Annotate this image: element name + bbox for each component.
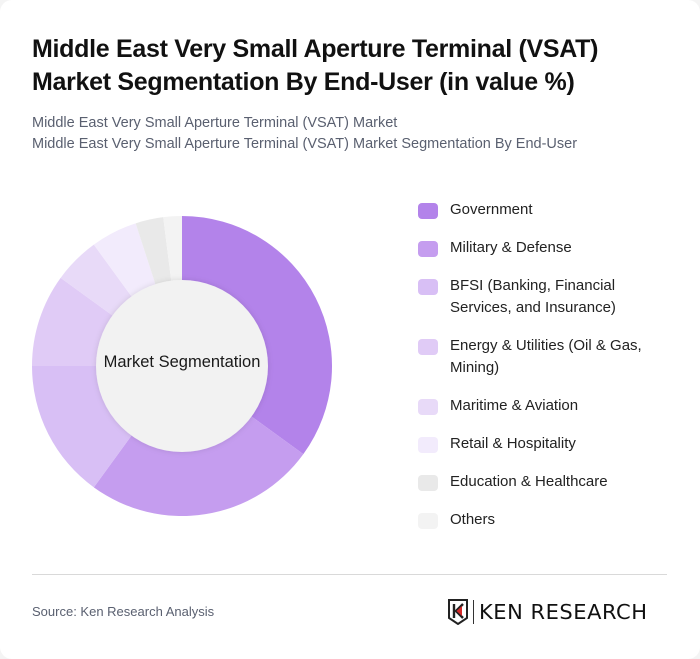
donut-chart-svg — [32, 216, 332, 516]
legend-label: Maritime & Aviation — [450, 397, 579, 414]
legend-label: Energy & Utilities (Oil & Gas, Mining) — [450, 337, 642, 376]
legend-item-others[interactable]: Others — [418, 509, 678, 531]
legend-swatch — [418, 475, 438, 491]
legend-item-energy-utilities[interactable]: Energy & Utilities (Oil & Gas, Mining) — [418, 335, 678, 379]
subtitle-line-1: Middle East Very Small Aperture Terminal… — [32, 115, 398, 131]
legend-label: BFSI (Banking, Financial Services, and I… — [450, 277, 616, 316]
ken-research-shield-icon — [448, 599, 468, 625]
donut-slice-others[interactable] — [163, 216, 182, 283]
donut-slice-energy-utilities-oil-gas-mining[interactable] — [32, 277, 115, 366]
title-line-2: Market Segmentation By End-User (in valu… — [32, 68, 575, 96]
ken-research-logo: KEN RESEARCH — [447, 597, 647, 627]
center-label: Market Segmentation — [103, 353, 261, 371]
legend-swatch — [418, 339, 438, 355]
legend-swatch — [418, 241, 438, 257]
legend-item-maritime-aviation[interactable]: Maritime & Aviation — [418, 395, 678, 417]
legend-label: Military & Defense — [450, 239, 572, 256]
logo-text: KEN RESEARCH — [479, 600, 648, 624]
donut-slice-government[interactable] — [182, 216, 332, 455]
donut-slice-bfsi-banking-financial-services-and-insurance[interactable] — [32, 366, 133, 488]
donut-slice-military-defense[interactable] — [93, 415, 304, 516]
legend-swatch — [418, 399, 438, 415]
legend-swatch — [418, 437, 438, 453]
subtitle: Middle East Very Small Aperture Terminal… — [32, 113, 672, 155]
subtitle-line-2: Middle East Very Small Aperture Terminal… — [32, 136, 578, 152]
footer-divider — [32, 574, 667, 575]
donut-slices — [32, 216, 332, 516]
legend-label: Others — [450, 511, 496, 528]
logo-separator — [473, 600, 474, 624]
legend-label: Government — [450, 201, 533, 218]
legend-label: Retail & Hospitality — [450, 435, 576, 452]
donut-center — [96, 280, 268, 452]
donut-slice-retail-hospitality[interactable] — [93, 223, 157, 299]
legend-swatch — [418, 203, 438, 219]
legend-item-retail-hospitality[interactable]: Retail & Hospitality — [418, 433, 678, 455]
legend-item-government[interactable]: Government — [418, 199, 678, 221]
legend: Government Military & Defense BFSI (Bank… — [418, 199, 678, 531]
legend-item-bfsi[interactable]: BFSI (Banking, Financial Services, and I… — [418, 275, 678, 319]
page-title: Middle East Very Small Aperture Terminal… — [32, 33, 672, 99]
source-text: Source: Ken Research Analysis — [32, 604, 215, 619]
legend-swatch — [418, 513, 438, 529]
legend-label: Education & Healthcare — [450, 473, 608, 490]
title-line-1: Middle East Very Small Aperture Terminal… — [32, 35, 599, 63]
legend-item-education-healthcare[interactable]: Education & Healthcare — [418, 471, 678, 493]
donut-chart: Market Segmentation — [20, 200, 350, 530]
legend-item-military-defense[interactable]: Military & Defense — [418, 237, 678, 259]
donut-slice-maritime-aviation[interactable] — [60, 244, 133, 317]
donut-slice-education-healthcare[interactable] — [135, 217, 172, 287]
legend-swatch — [418, 279, 438, 295]
